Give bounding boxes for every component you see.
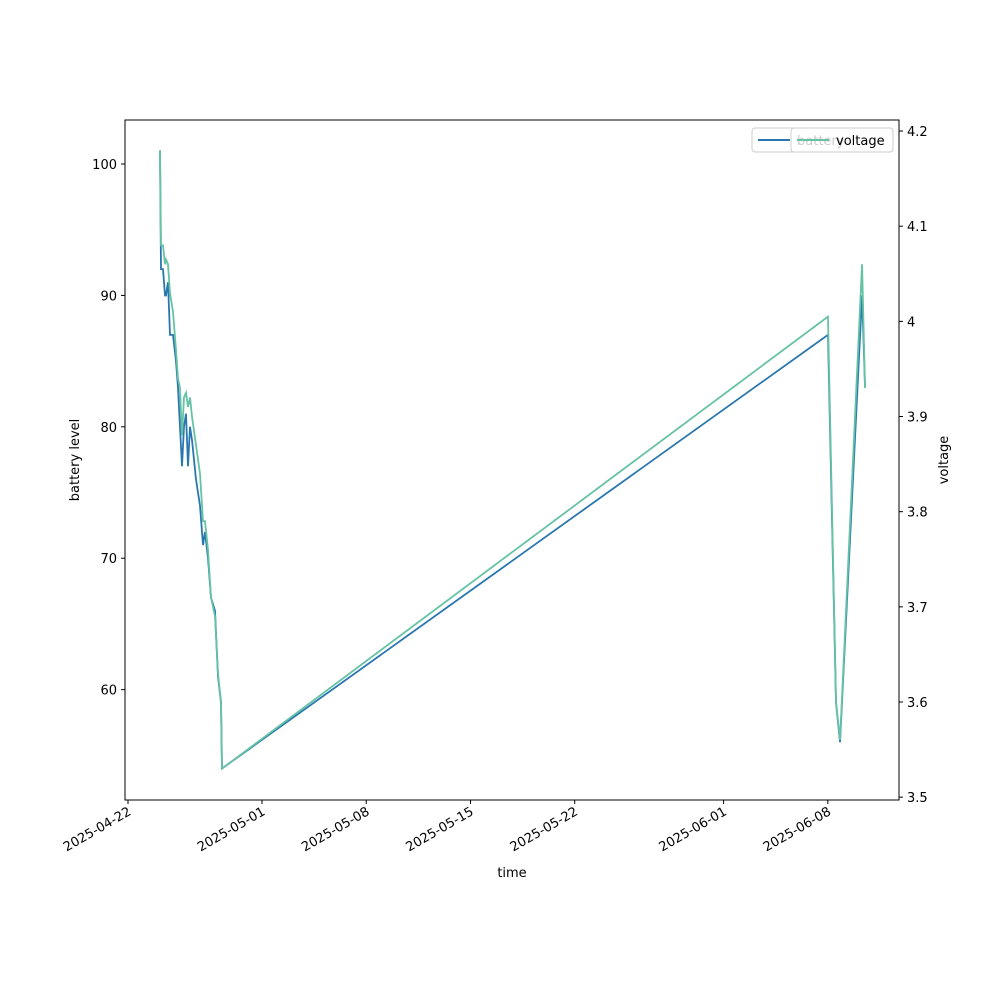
legend-box <box>790 127 894 153</box>
line-series <box>159 150 866 771</box>
y-tick-label: 80 <box>100 421 117 436</box>
y-tick-label: 60 <box>100 684 117 699</box>
y-tick-label: 70 <box>100 552 117 567</box>
y2-tick-label: 3.7 <box>907 601 928 616</box>
plot-frame <box>124 119 900 801</box>
y2-axis-label: voltage <box>937 436 952 485</box>
y2-tick-label: 3.9 <box>907 411 928 426</box>
x-tick-label: 2025-06-01 <box>657 804 730 855</box>
y2-tick-label: 3.6 <box>907 696 928 711</box>
y-axis-label: battery level <box>68 419 83 502</box>
x-tick-label: 2025-06-08 <box>761 804 834 855</box>
legend-label: voltage <box>836 134 885 149</box>
x-tick-label: 2025-04-22 <box>61 804 134 855</box>
x-tick-label: 2025-05-01 <box>195 804 268 855</box>
x-tick-label: 2025-05-22 <box>508 804 581 855</box>
y-tick-label: 90 <box>100 289 117 304</box>
y2-tick-label: 4.1 <box>907 220 928 235</box>
x-tick-label: 2025-05-08 <box>299 804 372 855</box>
line-series <box>159 150 866 771</box>
y2-tick-label: 4 <box>907 315 915 330</box>
y-tick-label: 100 <box>92 158 117 173</box>
y2-tick-label: 4.2 <box>907 125 928 140</box>
y2-tick-label: 3.8 <box>907 506 928 521</box>
x-axis-label: time <box>497 866 526 881</box>
y2-tick-label: 3.5 <box>907 791 928 806</box>
x-tick-label: 2025-05-15 <box>404 804 477 855</box>
